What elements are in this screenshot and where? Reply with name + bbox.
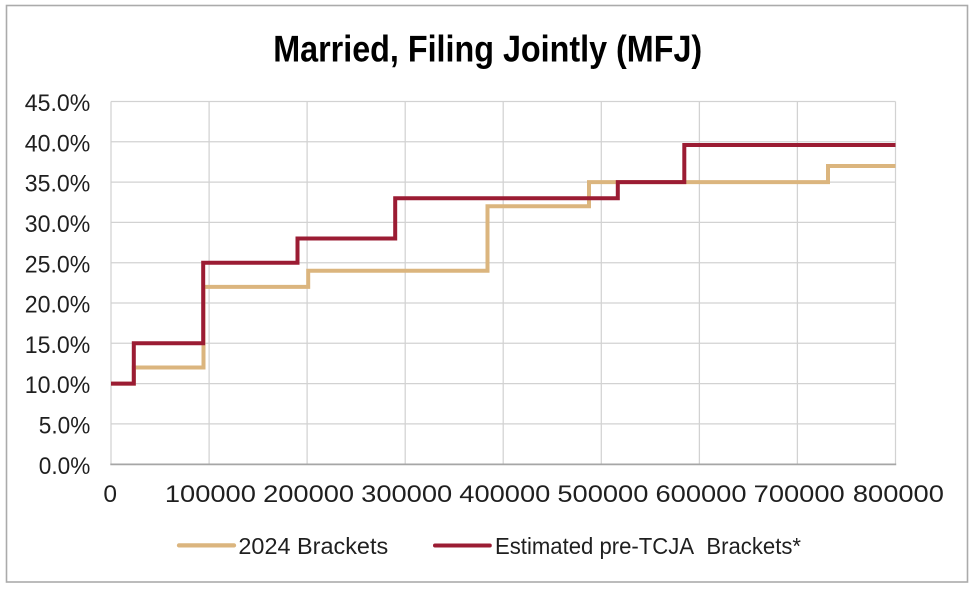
svg-text:400000: 400000: [459, 481, 550, 508]
svg-text:100000: 100000: [165, 481, 256, 508]
svg-text:200000: 200000: [263, 481, 354, 508]
svg-text:10.0%: 10.0%: [25, 372, 91, 399]
svg-text:800000: 800000: [853, 481, 944, 508]
svg-text:Married, Filing Jointly (MFJ): Married, Filing Jointly (MFJ): [273, 28, 702, 69]
svg-text:700000: 700000: [754, 481, 845, 508]
svg-text:300000: 300000: [361, 481, 452, 508]
svg-text:45.0%: 45.0%: [25, 90, 91, 117]
svg-text:15.0%: 15.0%: [25, 332, 91, 359]
svg-text:2024 Brackets: 2024 Brackets: [238, 533, 388, 559]
svg-text:600000: 600000: [656, 481, 747, 508]
svg-text:0.0%: 0.0%: [39, 453, 91, 480]
svg-text:Estimated pre-TCJA Brackets*: Estimated pre-TCJA Brackets*: [495, 533, 801, 559]
svg-text:500000: 500000: [557, 481, 648, 508]
svg-text:40.0%: 40.0%: [25, 130, 91, 157]
svg-text:20.0%: 20.0%: [25, 292, 91, 319]
svg-text:35.0%: 35.0%: [25, 171, 91, 198]
svg-text:30.0%: 30.0%: [25, 211, 91, 238]
svg-text:0: 0: [103, 481, 117, 508]
svg-text:25.0%: 25.0%: [25, 251, 91, 278]
svg-text:5.0%: 5.0%: [39, 413, 91, 440]
